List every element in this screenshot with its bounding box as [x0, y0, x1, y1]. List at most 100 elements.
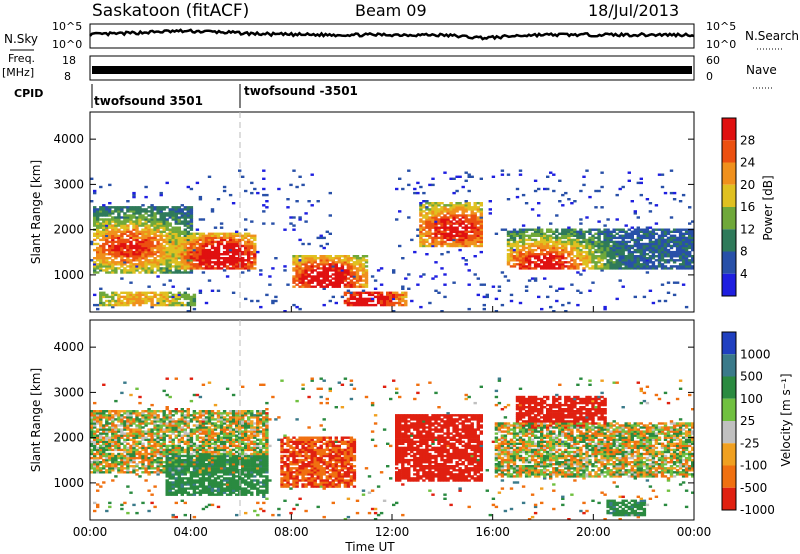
- power-cell: [247, 257, 251, 260]
- power-cell: [582, 244, 586, 248]
- velocity-cell: [150, 436, 154, 439]
- power-cell: [533, 179, 538, 182]
- power-cell: [132, 226, 136, 229]
- velocity-cell: [174, 467, 178, 470]
- velocity-cell: [168, 440, 172, 443]
- power-cell: [606, 250, 610, 254]
- velocity-cell: [126, 446, 130, 450]
- power-cell: [343, 255, 348, 258]
- velocity-cell: [180, 458, 184, 462]
- power-cell: [135, 226, 139, 229]
- power-cell: [144, 230, 148, 233]
- power-cell: [434, 242, 438, 246]
- power-cell: [573, 244, 577, 248]
- power-cell: [657, 244, 662, 248]
- power-cell: [428, 234, 432, 237]
- power-cell: [325, 242, 329, 246]
- power-cell: [298, 307, 302, 311]
- power-cell: [675, 230, 680, 233]
- power-cell: [669, 244, 674, 248]
- power-cell: [256, 191, 260, 195]
- power-cell: [111, 250, 115, 254]
- power-cell: [555, 230, 559, 233]
- velocity-cell: [132, 438, 136, 441]
- power-cell: [165, 271, 169, 274]
- power-cell: [262, 187, 266, 191]
- power-cell: [524, 242, 529, 246]
- power-cell: [105, 240, 109, 244]
- power-cell: [651, 242, 656, 246]
- velocity-cell: [120, 471, 124, 474]
- velocity-cell: [138, 436, 142, 439]
- velocity-cell: [165, 406, 169, 409]
- power-cell: [543, 253, 547, 256]
- power-cell: [129, 240, 133, 244]
- power-cell: [419, 232, 423, 235]
- power-cell: [467, 220, 471, 223]
- velocity-cell: [201, 467, 206, 470]
- power-cell: [573, 265, 577, 268]
- velocity-cell: [162, 438, 166, 441]
- power-cell: [355, 299, 360, 303]
- velocity-cell: [192, 448, 197, 452]
- velocity-cell: [189, 485, 194, 488]
- power-cell: [509, 293, 514, 297]
- power-cell: [105, 293, 109, 297]
- power-cell: [555, 255, 559, 258]
- velocity-cell: [126, 410, 130, 413]
- power-cell: [422, 206, 426, 209]
- velocity-cell: [168, 487, 172, 490]
- power-cell: [567, 238, 571, 242]
- power-cell: [488, 208, 492, 211]
- power-cell: [168, 246, 172, 250]
- power-cell: [331, 285, 335, 288]
- power-cell: [153, 265, 157, 268]
- velocity-cell: [90, 450, 94, 454]
- power-cell: [132, 299, 136, 303]
- power-cell: [186, 261, 190, 264]
- power-cell: [533, 253, 538, 256]
- power-cell: [349, 259, 354, 262]
- velocity-cell: [117, 454, 121, 458]
- power-cell: [120, 224, 124, 227]
- power-cell: [518, 238, 523, 242]
- velocity-cell: [117, 452, 121, 456]
- power-cell: [216, 234, 221, 237]
- velocity-cell: [192, 461, 197, 464]
- power-cell: [627, 228, 631, 231]
- power-cell: [389, 293, 393, 297]
- power-cell: [153, 234, 157, 237]
- power-cell: [147, 220, 151, 223]
- velocity-cell: [93, 418, 97, 421]
- power-cell: [392, 310, 396, 313]
- velocity-cell: [189, 444, 194, 448]
- power-cell: [609, 259, 613, 262]
- power-cell: [201, 263, 206, 266]
- velocity-cell: [189, 452, 194, 456]
- power-cell: [352, 293, 357, 297]
- power-cell: [138, 220, 142, 223]
- velocity-cell: [90, 416, 94, 419]
- power-cell: [102, 293, 106, 297]
- velocity-cell: [183, 491, 187, 494]
- power-cell: [573, 246, 577, 250]
- velocity-cell: [129, 430, 133, 433]
- power-cell: [509, 242, 514, 246]
- velocity-cell: [141, 432, 145, 435]
- power-cell: [222, 265, 227, 268]
- velocity-cell: [159, 444, 163, 448]
- power-cell: [174, 236, 178, 240]
- power-cell: [555, 250, 559, 254]
- power-cell: [235, 261, 239, 264]
- power-cell: [174, 226, 178, 229]
- power-cell: [546, 238, 550, 242]
- power-cell: [455, 240, 459, 244]
- power-cell: [295, 277, 299, 280]
- velocity-cell: [108, 430, 112, 433]
- velocity-cell: [195, 465, 200, 468]
- power-cell: [434, 236, 438, 240]
- power-cell: [419, 305, 423, 309]
- velocity-cell: [156, 473, 160, 476]
- velocity-cell: [177, 410, 181, 413]
- power-cell: [612, 265, 616, 268]
